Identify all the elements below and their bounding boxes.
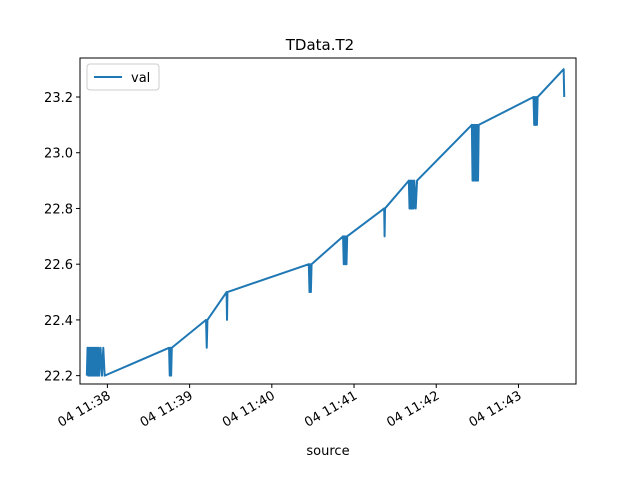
y-tick-label: 23.2 bbox=[44, 91, 73, 106]
x-tick-label: 04 11:38 bbox=[56, 388, 114, 430]
x-axis-label: source bbox=[306, 444, 349, 459]
legend: val bbox=[86, 63, 160, 91]
legend-box bbox=[86, 63, 160, 91]
x-tick-label: 04 11:43 bbox=[467, 388, 525, 430]
legend-label-val: val bbox=[131, 71, 150, 86]
chart-title: TData.T2 bbox=[285, 36, 354, 54]
y-tick-label: 22.8 bbox=[44, 202, 73, 217]
axes-frame bbox=[79, 57, 577, 385]
x-tick-label: 04 11:40 bbox=[220, 388, 278, 430]
y-axis: 22.2 22.4 22.6 22.8 23.0 23.2 bbox=[44, 91, 80, 385]
y-tick-label: 22.4 bbox=[44, 314, 73, 329]
x-tick-label: 04 11:41 bbox=[302, 388, 360, 430]
x-tick-label: 04 11:42 bbox=[384, 388, 442, 430]
x-tick-label: 04 11:39 bbox=[138, 388, 196, 430]
y-tick-label: 22.6 bbox=[44, 258, 73, 273]
y-tick-label: 22.2 bbox=[44, 370, 73, 385]
y-tick-label: 23.0 bbox=[44, 147, 73, 162]
series-line-group bbox=[85, 68, 566, 377]
x-axis: 04 11:38 04 11:39 04 11:40 04 11:41 04 11:42… bbox=[56, 384, 525, 431]
series-line-val bbox=[85, 68, 566, 377]
